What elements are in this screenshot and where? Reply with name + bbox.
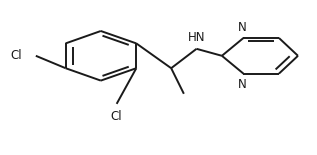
Text: Cl: Cl: [111, 110, 122, 123]
Text: Cl: Cl: [10, 49, 22, 62]
Text: HN: HN: [188, 31, 205, 44]
Text: N: N: [237, 78, 246, 91]
Text: N: N: [237, 21, 246, 34]
